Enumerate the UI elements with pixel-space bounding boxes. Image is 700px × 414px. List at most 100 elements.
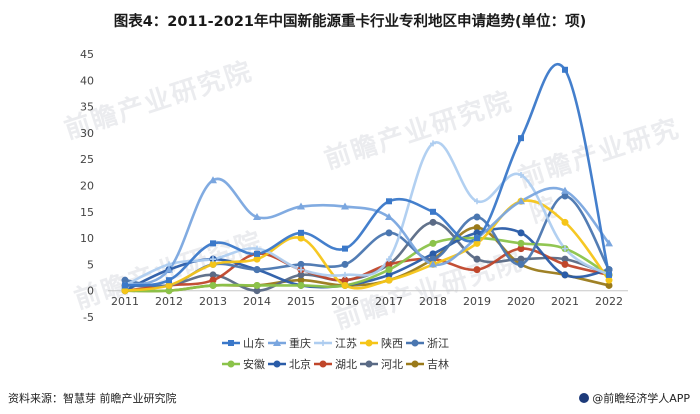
data-point — [297, 271, 305, 279]
y-tick-label: 15 — [80, 206, 94, 219]
y-tick-label: 0 — [87, 285, 94, 298]
data-point — [209, 281, 217, 289]
data-point — [385, 271, 393, 279]
data-point — [518, 171, 524, 178]
data-point — [165, 287, 173, 295]
data-point — [385, 229, 393, 237]
data-point — [430, 208, 436, 215]
data-point — [606, 271, 612, 278]
data-point — [473, 213, 481, 221]
legend-marker — [319, 360, 327, 368]
data-point — [254, 245, 260, 252]
legend-label: 陕西 — [381, 336, 403, 350]
data-point — [430, 140, 436, 147]
x-tick-label: 2021 — [551, 295, 579, 308]
data-point — [385, 213, 393, 221]
legend-label: 山东 — [243, 337, 265, 350]
data-point — [253, 281, 261, 289]
data-point — [253, 213, 261, 221]
data-point — [429, 255, 437, 263]
series-line-湖北 — [123, 247, 611, 292]
data-point — [561, 260, 569, 268]
data-point — [253, 287, 261, 295]
data-point — [474, 198, 480, 205]
data-point — [605, 266, 613, 274]
data-point — [209, 276, 217, 284]
data-point — [298, 229, 304, 236]
y-tick-label: 45 — [80, 48, 94, 61]
data-point — [166, 277, 172, 284]
legend-label: 江苏 — [335, 337, 357, 350]
brand-text: @前瞻经济学人APP — [592, 392, 690, 405]
x-tick-label: 2019 — [463, 295, 491, 308]
data-point — [429, 239, 437, 247]
y-tick-label: 25 — [80, 153, 94, 166]
data-point — [165, 265, 173, 273]
data-point — [517, 245, 525, 253]
data-point — [122, 282, 128, 289]
data-point — [341, 281, 349, 289]
data-point — [429, 250, 437, 258]
x-tick-label: 2011 — [111, 295, 139, 308]
legend-marker — [365, 339, 373, 347]
data-point — [341, 260, 349, 268]
legend-marker — [320, 340, 326, 346]
x-tick-label: 2013 — [199, 295, 227, 308]
legend-marker — [273, 339, 281, 346]
legend-label: 重庆 — [289, 336, 311, 350]
data-point — [517, 255, 525, 263]
x-tick-label: 2018 — [419, 295, 447, 308]
data-point — [473, 224, 481, 232]
data-point — [474, 235, 480, 242]
data-point — [385, 266, 393, 274]
data-point — [298, 266, 304, 273]
data-point — [561, 271, 569, 279]
data-point — [121, 287, 129, 295]
y-tick-label: 5 — [87, 258, 94, 271]
data-point — [341, 202, 349, 210]
brand-logo-icon — [579, 393, 590, 403]
data-point — [342, 271, 348, 278]
data-point — [561, 218, 569, 226]
data-point — [605, 276, 613, 284]
y-tick-label: 20 — [80, 180, 94, 193]
data-point — [385, 276, 393, 284]
data-point — [473, 255, 481, 263]
data-point — [297, 281, 305, 289]
chart-title: 图表4：2011-2021年中国新能源重卡行业专利地区申请趋势(单位：项) — [113, 14, 587, 30]
data-point — [561, 255, 569, 263]
data-point — [605, 281, 613, 289]
data-point — [121, 276, 129, 284]
x-tick-label: 2022 — [595, 295, 623, 308]
legend-label: 湖北 — [335, 358, 357, 371]
y-tick-label: 10 — [80, 232, 94, 245]
data-point — [386, 198, 392, 205]
data-point — [518, 135, 524, 142]
data-point — [209, 260, 217, 268]
data-point — [297, 234, 305, 242]
data-point — [605, 239, 613, 247]
legend-marker — [227, 360, 235, 368]
x-tick-label: 2020 — [507, 295, 535, 308]
data-point — [429, 218, 437, 226]
data-point — [297, 260, 305, 268]
data-point — [209, 176, 217, 184]
data-point — [561, 192, 569, 200]
source-note: 资料来源：智慧芽 前瞻产业研究院 — [8, 392, 177, 405]
data-point — [210, 240, 216, 247]
data-point — [209, 271, 217, 279]
data-point — [254, 250, 260, 257]
legend-label: 北京 — [289, 357, 311, 371]
data-point — [297, 276, 305, 284]
data-point — [297, 202, 305, 210]
data-point — [385, 260, 393, 268]
y-tick-label: 35 — [80, 101, 94, 114]
data-point — [473, 229, 481, 237]
data-point — [517, 260, 525, 268]
legend-label: 河北 — [381, 358, 403, 371]
brand-credit: @前瞻经济学人APP — [579, 390, 690, 406]
data-point — [517, 229, 525, 237]
series-line-重庆 — [123, 177, 611, 287]
legend-label: 浙江 — [427, 337, 449, 350]
